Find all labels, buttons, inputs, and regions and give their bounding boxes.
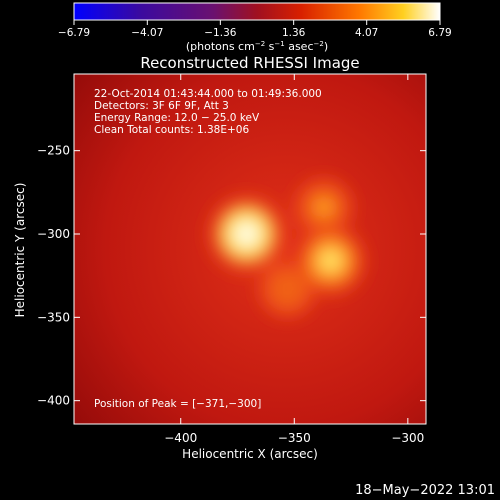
x-axis: −400 −350 −300 <box>164 74 424 445</box>
annotation-line: Clean Total counts: 1.38E+06 <box>94 124 249 136</box>
y-axis-label: Heliocentric Y (arcsec) <box>13 183 27 318</box>
y-tick-label: −350 <box>37 310 70 324</box>
y-tick-label: −400 <box>37 394 70 408</box>
colorbar-tick-label: 6.79 <box>428 27 451 39</box>
colorbar-tick-label: 1.36 <box>282 27 306 39</box>
plot-frame <box>73 73 427 425</box>
source-core <box>314 197 334 217</box>
footer-timestamp: 18−May−2022 13:01 <box>355 483 495 498</box>
x-tick-label: −400 <box>164 431 197 445</box>
annotation-line: Energy Range: 12.0 − 25.0 keV <box>94 112 260 124</box>
source-core <box>234 221 260 247</box>
colorbar-tick-label: 4.07 <box>355 27 378 39</box>
y-tick-label: −300 <box>37 227 70 241</box>
colorbar-unit: (photons cm−2 s−1 asec−2) <box>186 40 328 53</box>
y-tick-label: −250 <box>37 144 70 158</box>
peak-position-label: Position of Peak = [−371,−300] <box>94 398 261 410</box>
annotation-line: Detectors: 3F 6F 9F, Att 3 <box>94 100 229 112</box>
annotation-line: 22-Oct-2014 01:43:44.000 to 01:49:36.000 <box>94 88 322 100</box>
y-axis: −250 −300 −350 −400 <box>37 144 426 408</box>
x-axis-label: Heliocentric X (arcsec) <box>182 447 318 461</box>
source-core <box>278 279 297 299</box>
chart-title: Reconstructed RHESSI Image <box>140 54 359 72</box>
source-core <box>319 249 342 272</box>
colorbar <box>73 2 441 21</box>
x-tick-label: −350 <box>278 431 311 445</box>
colorbar-ticks: −6.79 −4.07 −1.36 1.36 4.07 6.79 <box>58 20 452 39</box>
colorbar-tick-label: −6.79 <box>58 27 90 39</box>
annotation-block: 22-Oct-2014 01:43:44.000 to 01:49:36.000… <box>94 88 322 136</box>
colorbar-tick-label: −4.07 <box>131 27 163 39</box>
x-tick-label: −300 <box>391 431 424 445</box>
image-area <box>74 74 426 424</box>
colorbar-tick-label: −1.36 <box>204 27 236 39</box>
